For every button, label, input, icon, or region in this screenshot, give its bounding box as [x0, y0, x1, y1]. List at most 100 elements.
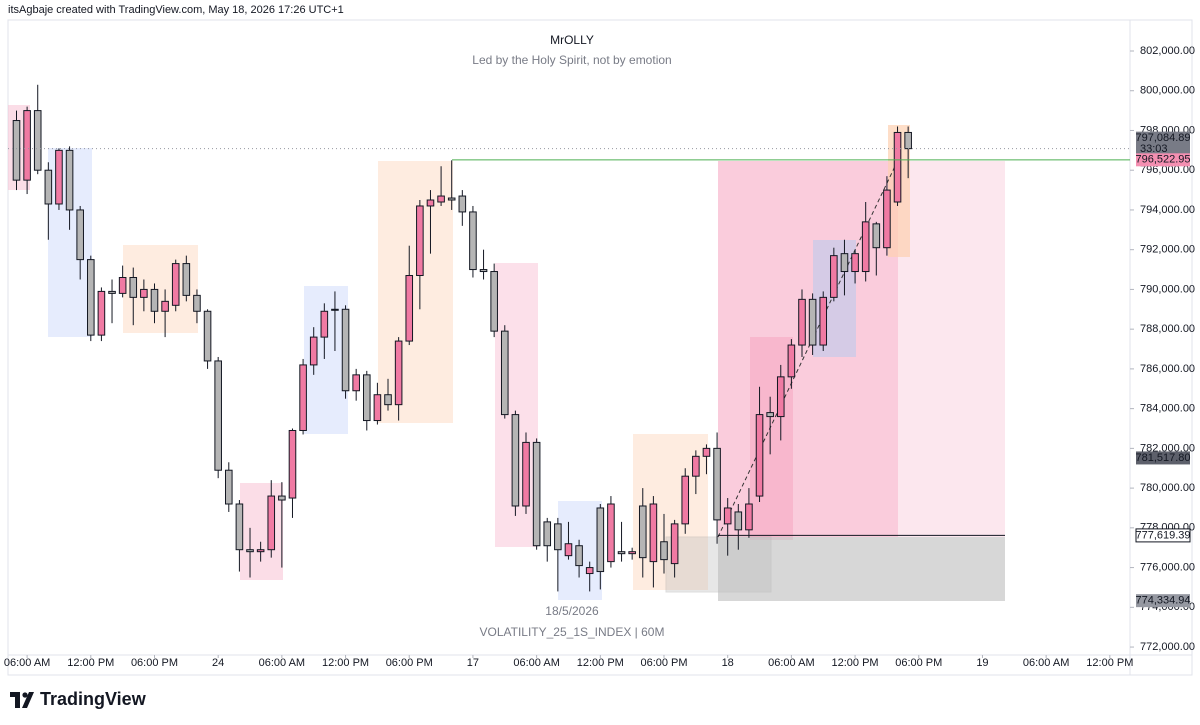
candle-body	[426, 199, 435, 207]
x-tick-label: 17	[467, 657, 479, 669]
candle-body	[766, 412, 774, 418]
candle-body	[214, 360, 222, 471]
candle-body	[617, 551, 626, 555]
x-tick-label: 06:00 PM	[640, 657, 687, 669]
candle-body	[118, 276, 127, 294]
candle-body	[108, 290, 116, 294]
chart-title: MrOLLY	[550, 33, 594, 47]
candle-body	[893, 131, 902, 203]
price-label-box	[1136, 153, 1190, 167]
candle-body	[628, 551, 636, 555]
candle-body	[904, 131, 912, 150]
zones	[8, 105, 1005, 601]
y-tick-label: 784,000.00	[1140, 403, 1195, 415]
price-label-box	[1136, 451, 1190, 465]
candle-body	[278, 495, 286, 501]
price-label: 781,517.80	[1135, 452, 1190, 464]
x-tick-label: 12:00 PM	[1086, 657, 1133, 669]
candle-body	[362, 374, 371, 422]
candle-body	[203, 310, 212, 362]
brand-logo: TradingView	[10, 689, 147, 709]
x-tick-label: 24	[212, 657, 224, 669]
candle-body	[500, 330, 509, 416]
x-tick-label: 06:00 AM	[768, 657, 814, 669]
candle-body	[299, 364, 307, 431]
y-tick-label: 790,000.00	[1140, 283, 1195, 295]
candle-body	[447, 197, 456, 201]
brand-name: TradingView	[40, 689, 147, 709]
candle-body	[33, 110, 42, 171]
y-tick-label: 772,000.00	[1140, 641, 1195, 653]
candle-body	[713, 447, 721, 521]
candle-body	[437, 195, 445, 203]
candle-body	[479, 269, 488, 273]
x-tick-label: 12:00 PM	[832, 657, 879, 669]
candle-body	[776, 376, 785, 418]
price-label-box	[1136, 594, 1190, 608]
y-tick-label: 802,000.00	[1140, 45, 1195, 57]
candle-body	[681, 475, 690, 525]
candle-body	[490, 271, 498, 332]
countdown: 33:03	[1140, 143, 1168, 155]
candle-body	[702, 447, 711, 457]
candle-body	[140, 288, 148, 298]
y-tick-label: 794,000.00	[1140, 204, 1195, 216]
candle-body	[649, 503, 658, 563]
candle-body	[256, 549, 265, 553]
candle-body	[745, 503, 753, 531]
zone	[240, 483, 283, 580]
y-tick-label: 780,000.00	[1140, 482, 1195, 494]
y-tick-label: 796,000.00	[1140, 164, 1195, 176]
x-tick-label: 06:00 PM	[131, 657, 178, 669]
x-tick-label: 12:00 PM	[67, 657, 114, 669]
candle-body	[76, 209, 84, 261]
candle-body	[309, 336, 318, 366]
candle-body	[596, 507, 605, 573]
candle-body	[161, 300, 169, 312]
candle-body	[692, 455, 700, 477]
candle-body	[65, 149, 74, 211]
candle-body	[575, 545, 583, 567]
candle-body	[458, 195, 467, 213]
candle-body	[840, 253, 849, 273]
candle-body	[246, 549, 254, 553]
x-tick-label: 12:00 PM	[322, 657, 369, 669]
candle-body	[808, 298, 817, 346]
candle-body	[320, 310, 329, 338]
candle-body	[883, 189, 891, 249]
candle-body	[511, 414, 520, 507]
candles	[12, 84, 912, 592]
candle-body	[405, 275, 414, 342]
candle-body	[225, 469, 233, 505]
y-tick-label: 800,000.00	[1140, 85, 1195, 97]
candle-body	[416, 205, 424, 277]
x-tick-label: 06:00 AM	[1023, 657, 1069, 669]
brand-icon-dot	[22, 692, 28, 698]
y-tick-label: 788,000.00	[1140, 323, 1195, 335]
candle-body	[171, 263, 180, 306]
candle-body	[235, 503, 244, 551]
price-label: 777,619.39	[1135, 529, 1190, 541]
candle-body	[522, 441, 530, 507]
x-tick-label: 06:00 PM	[386, 657, 433, 669]
candle-body	[734, 511, 743, 531]
credit: itsAgbaje created with TradingView.com, …	[8, 4, 344, 16]
candle-body	[288, 429, 297, 499]
candle-body	[585, 567, 594, 575]
zone	[718, 161, 898, 537]
candle-body	[193, 294, 201, 312]
candle-body	[638, 505, 647, 559]
watermark-date: 18/5/2026	[545, 604, 599, 618]
x-tick-label: 06:00 AM	[4, 657, 50, 669]
candle-body	[44, 169, 53, 205]
x-tick-label: 19	[976, 657, 988, 669]
brand-icon	[10, 692, 34, 708]
candle-body	[373, 394, 382, 422]
candle-body	[830, 255, 838, 298]
candle-body	[723, 507, 732, 525]
price-label: 796,522.95	[1135, 154, 1190, 166]
y-tick-label: 792,000.00	[1140, 244, 1195, 256]
candle-body	[129, 276, 138, 298]
